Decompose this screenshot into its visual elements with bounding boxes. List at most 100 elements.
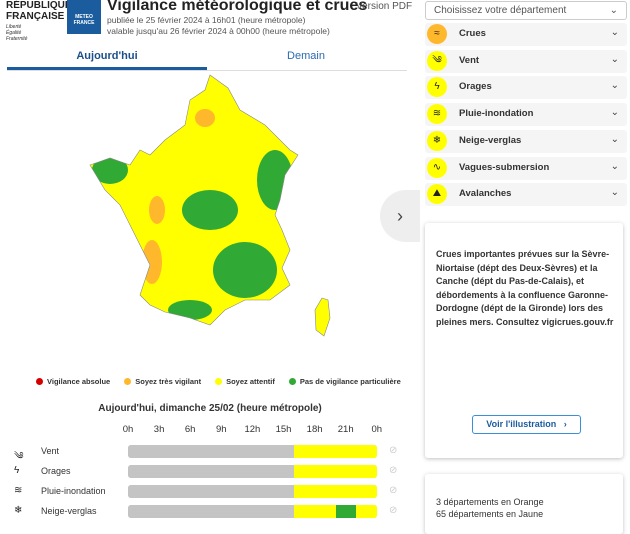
hour-tick: 0h [122,424,134,435]
timeline-row: ❄ Neige-verglas ⊘ [0,505,420,519]
legend-item: Soyez très vigilant [124,377,201,386]
accordion-label: Neige-verglas [459,134,522,146]
bar-segment-yellow [356,505,377,518]
logo-line: RÉPUBLIQUE [6,0,72,11]
button-label: Voir l'illustration [486,419,557,429]
hour-tick: 3h [153,424,165,435]
bar-segment-green [335,505,357,518]
yellow-count: 65 départements en Jaune [436,509,544,519]
hour-tick: 21h [337,424,354,435]
green-dot-icon [288,378,296,385]
chevron-right-icon: › [563,419,567,429]
chevron-down-icon: ⌄ [610,80,619,92]
red-dot-icon [36,378,43,385]
flood-icon: ≈ [427,24,447,44]
map-corsica [314,297,331,337]
bulletin-card: Crues importantes prévues sur la Sèvre-N… [425,223,623,458]
accordion-pluie-inondation[interactable]: ≋ Pluie-inondation ⌄ [425,103,627,127]
bar-segment-yellow [294,505,336,518]
timeline-bar [128,465,377,478]
view-illustration-button[interactable]: Voir l'illustration › [472,415,581,434]
map-orange-deux-sevres [149,196,165,224]
hour-tick: 18h [306,424,323,435]
row-label: Orages [41,466,71,476]
tab-tomorrow[interactable]: Demain [287,50,325,62]
tab-today[interactable]: Aujourd'hui [7,50,207,70]
hour-tick: 12h [244,424,261,435]
accordion-crues[interactable]: ≈ Crues ⌄ [425,23,627,46]
timeline-bar [128,505,377,518]
map-outline [89,74,299,326]
map-green-east [257,150,293,210]
page-title: Vigilance météorologique et crues [107,0,368,14]
pdf-link[interactable]: Version PDF [356,1,413,12]
map-green-pyrenees [168,300,212,320]
map-orange-gironde [142,240,162,284]
hour-tick: 6h [184,424,196,435]
chevron-down-icon: ⌄ [610,53,619,65]
bar-segment-none [128,465,294,478]
accordion-vagues-submersion[interactable]: ∿ Vagues-submersion ⌄ [425,156,627,180]
orange-dot-icon [124,378,132,385]
accordion-avalanches[interactable]: ⛰ Avalanches ⌄ [425,183,627,207]
motto: Liberté [6,24,22,30]
accordion-label: Pluie-inondation [459,108,534,120]
wind-icon: ༄ [427,50,447,71]
department-select[interactable]: Choisissez votre département ⌄ [425,1,627,20]
eye-slash-icon[interactable]: ⊘ [389,505,398,516]
bar-segment-yellow [294,485,377,498]
bar-segment-yellow [294,445,377,458]
chevron-down-icon: ⌄ [610,107,619,119]
avalanche-icon: ⛰ [427,184,447,205]
map-green-southeast [213,242,277,298]
timeline-bar [128,485,377,498]
valid-until: valable jusqu'au 26 février 2024 à 00h00… [107,26,330,36]
timeline-bar [128,445,377,458]
published-date: publiée le 25 février 2024 à 16h01 (heur… [107,15,306,25]
republique-francaise-logo: RÉPUBLIQUE FRANÇAISE Liberté Égalité Frate… [6,0,72,42]
meteo-france-logo: METEO FRANCE [67,0,101,34]
accordion-label: Orages [459,81,492,93]
accordion-vent[interactable]: ༄ Vent ⌄ [425,49,627,73]
map-orange-pas-de-calais [195,109,215,127]
chevron-down-icon: ⌄ [609,5,618,16]
legend-label: Soyez attentif [226,377,275,386]
hour-tick: 15h [275,424,292,435]
tab-divider [7,70,407,71]
logo-line: FRANÇAISE [6,11,65,22]
legend-label: Soyez très vigilant [135,377,202,386]
accordion-orages[interactable]: ϟ Orages ⌄ [425,76,627,100]
snow-ice-icon: ❄ [427,130,447,151]
chevron-right-icon: › [397,205,403,226]
eye-slash-icon[interactable]: ⊘ [389,465,398,476]
vigilance-map[interactable] [0,70,380,370]
bar-segment-none [128,445,294,458]
legend-item: Soyez attentif [215,377,275,386]
legend-item: Vigilance absolue [36,377,110,386]
bar-segment-none [128,485,294,498]
accordion-label: Vagues-submersion [459,161,550,173]
select-placeholder: Choisissez votre département [434,5,567,16]
map-green-brittany [92,156,128,184]
chevron-down-icon: ⌄ [610,160,619,172]
legend-item: Pas de vigilance particulière [288,377,401,386]
accordion-label: Vent [459,54,480,66]
accordion-neige-verglas[interactable]: ❄ Neige-verglas ⌄ [425,129,627,153]
timeline-row: ϟ Orages ⊘ [0,465,420,479]
next-map-button[interactable]: › [380,190,420,242]
motto: Fraternité [6,36,28,42]
chevron-down-icon: ⌄ [610,133,619,145]
snow-ice-icon: ❄ [14,505,23,516]
chevron-down-icon: ⌄ [610,27,619,38]
eye-slash-icon[interactable]: ⊘ [389,485,398,496]
legend-label: Vigilance absolue [47,377,111,386]
accordion-label: Crues [459,28,486,39]
chevron-down-icon: ⌄ [610,187,619,199]
accordion-label: Avalanches [459,188,512,200]
counts-card: 3 départements en Orange 65 départements … [425,474,623,534]
bulletin-text: Crues importantes prévues sur la Sèvre-N… [436,249,614,327]
yellow-dot-icon [215,378,223,385]
eye-slash-icon[interactable]: ⊘ [389,445,398,456]
thunderstorm-icon: ϟ [427,77,447,98]
bar-segment-none [128,505,294,518]
